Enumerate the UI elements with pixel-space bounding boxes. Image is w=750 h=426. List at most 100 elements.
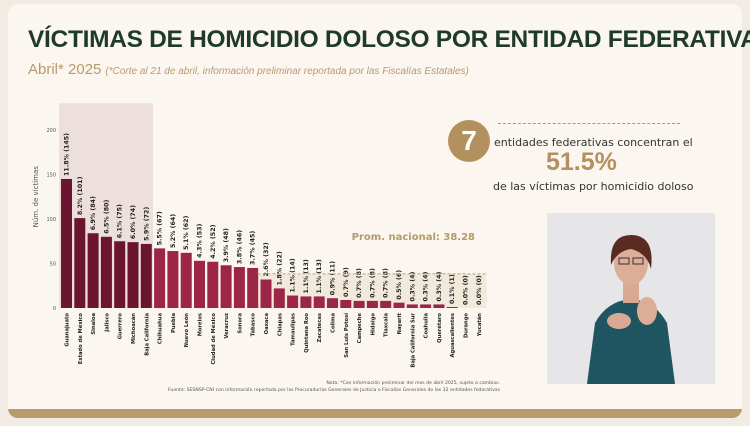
data-label: 3.8% (46) [236, 230, 243, 264]
x-tick-label: Campeche [357, 313, 363, 344]
data-label: 0.7% (8) [383, 268, 390, 298]
data-label: 1.8% (22) [276, 251, 283, 285]
dashed-divider [498, 123, 680, 124]
average-label: Prom. nacional: 38.28 [352, 232, 475, 243]
highlight-percent: 51.5% [546, 148, 617, 176]
data-label: 3.7% (45) [250, 231, 257, 265]
x-tick-label: Tabasco [251, 313, 257, 337]
data-label: 0.7% (9) [343, 267, 350, 297]
bar-chihuahua [154, 248, 166, 308]
interpreter-image [547, 213, 715, 384]
bar-tabasco [247, 267, 259, 308]
x-tick-label: Chiapas [277, 313, 283, 336]
x-tick-label: Colima [331, 313, 337, 333]
x-tick-label: Tlaxcala [384, 313, 390, 338]
footer-source: Fuente: SESNSP-CNI con información repor… [168, 388, 500, 393]
period-label: Abril* 2025 [28, 61, 102, 78]
x-tick-label: Coahuila [424, 313, 430, 339]
data-label: 0.0% (0) [463, 275, 470, 305]
bar-coahuila [420, 304, 432, 308]
bar-veracruz [220, 265, 232, 308]
data-label: 2.6% (32) [263, 242, 270, 276]
bar-nayarit [393, 302, 405, 308]
data-label: 6.5% (80) [103, 200, 110, 234]
bar-quer-taro [433, 304, 445, 308]
y-tick-label: 0 [53, 306, 56, 312]
subtitle: Abril* 2025 (*Corte al 21 de abril, infor… [28, 59, 469, 78]
x-tick-label: Chihuahua [158, 313, 164, 345]
x-tick-label: Ciudad de México [210, 313, 217, 365]
data-label: 0.9% (11) [330, 261, 337, 295]
bar-tlaxcala [380, 300, 392, 308]
bar-quintana-roo [300, 296, 312, 308]
bar-ciudad-de-m-xico [207, 261, 219, 308]
data-label: 8.2% (101) [77, 176, 84, 215]
bar-guerrero [114, 241, 126, 308]
bar-sinaloa [87, 233, 99, 308]
x-tick-label: Quintana Roo [304, 313, 310, 353]
data-label: 0.3% (4) [436, 272, 443, 302]
data-label: 0.1% (1) [449, 274, 456, 304]
bar-hidalgo [366, 300, 378, 308]
y-tick-label: 200 [46, 128, 56, 134]
x-tick-label: Yucatán [476, 313, 483, 338]
bar-tamaulipas [287, 295, 299, 308]
y-axis-label: Núm. de víctimas [32, 166, 40, 228]
data-label: 1.1% (13) [316, 259, 323, 293]
data-label: 0.3% (4) [409, 272, 416, 302]
x-tick-label: Morelos [198, 313, 204, 336]
bar-baja-california [140, 243, 152, 308]
page-title: VÍCTIMAS DE HOMICIDIO DOLOSO POR ENTIDAD… [28, 26, 750, 53]
x-tick-label: Baja California Sur [410, 313, 416, 368]
bar-zacatecas [313, 296, 325, 308]
y-tick-label: 100 [46, 217, 56, 223]
data-label: 5.1% (62) [183, 216, 190, 250]
x-tick-label: San Luis Potosí [343, 312, 350, 358]
x-tick-label: Guanajuato [65, 313, 71, 347]
x-tick-label: Sinaloa [91, 313, 97, 335]
x-tick-label: Michoacán [130, 313, 137, 344]
x-tick-label: Hidalgo [370, 313, 376, 336]
x-tick-label: Durango [464, 313, 470, 338]
bar-san-luis-potos- [340, 299, 352, 308]
data-label: 3.9% (48) [223, 228, 230, 262]
data-label: 0.5% (6) [396, 270, 403, 300]
x-tick-label: Tamaulipas [291, 313, 297, 346]
bar-baja-california-sur [406, 304, 418, 308]
y-tick-label: 150 [46, 173, 56, 179]
data-label: 4.3% (53) [197, 224, 204, 258]
x-tick-label: Estado de México [77, 313, 84, 365]
bar-puebla [167, 251, 179, 308]
data-label: 11.8% (145) [64, 133, 71, 176]
x-tick-label: Oaxaca [264, 313, 270, 335]
x-tick-label: Nuevo León [183, 313, 190, 348]
data-label: 5.2% (64) [170, 214, 177, 248]
data-label: 1.1% (13) [303, 259, 310, 293]
count-badge: 7 [448, 120, 490, 162]
bar-jalisco [100, 236, 112, 308]
highlight-panel: 7 entidades federativas concentran el 51… [448, 110, 738, 200]
bar-sonora [233, 267, 245, 308]
x-tick-label: Querétaro [436, 313, 443, 343]
data-label: 5.9% (72) [143, 207, 150, 241]
data-label: 0.3% (4) [423, 272, 430, 302]
gold-bottom-bar [8, 409, 742, 418]
data-label: 6.0% (74) [130, 205, 137, 239]
data-label: 1.1% (14) [290, 258, 297, 292]
bar-estado-de-m-xico [74, 218, 86, 308]
bar-chiapas [273, 288, 285, 308]
bar-nuevo-le-n [180, 252, 192, 308]
bar-michoac-n [127, 242, 139, 308]
data-label: 0.0% (0) [476, 275, 483, 305]
x-tick-label: Puebla [171, 313, 177, 334]
bar-campeche [353, 300, 365, 308]
data-label: 6.1% (75) [117, 204, 124, 238]
x-tick-label: Nayarit [397, 312, 403, 334]
data-label: 6.9% (84) [90, 196, 97, 230]
data-label: 0.7% (8) [369, 268, 376, 298]
x-tick-label: Jalisco [104, 313, 110, 333]
bar-guanajuato [61, 178, 72, 308]
x-tick-label: Baja California [144, 313, 150, 356]
period-note: (*Corte al 21 de abril, información prel… [105, 66, 469, 77]
